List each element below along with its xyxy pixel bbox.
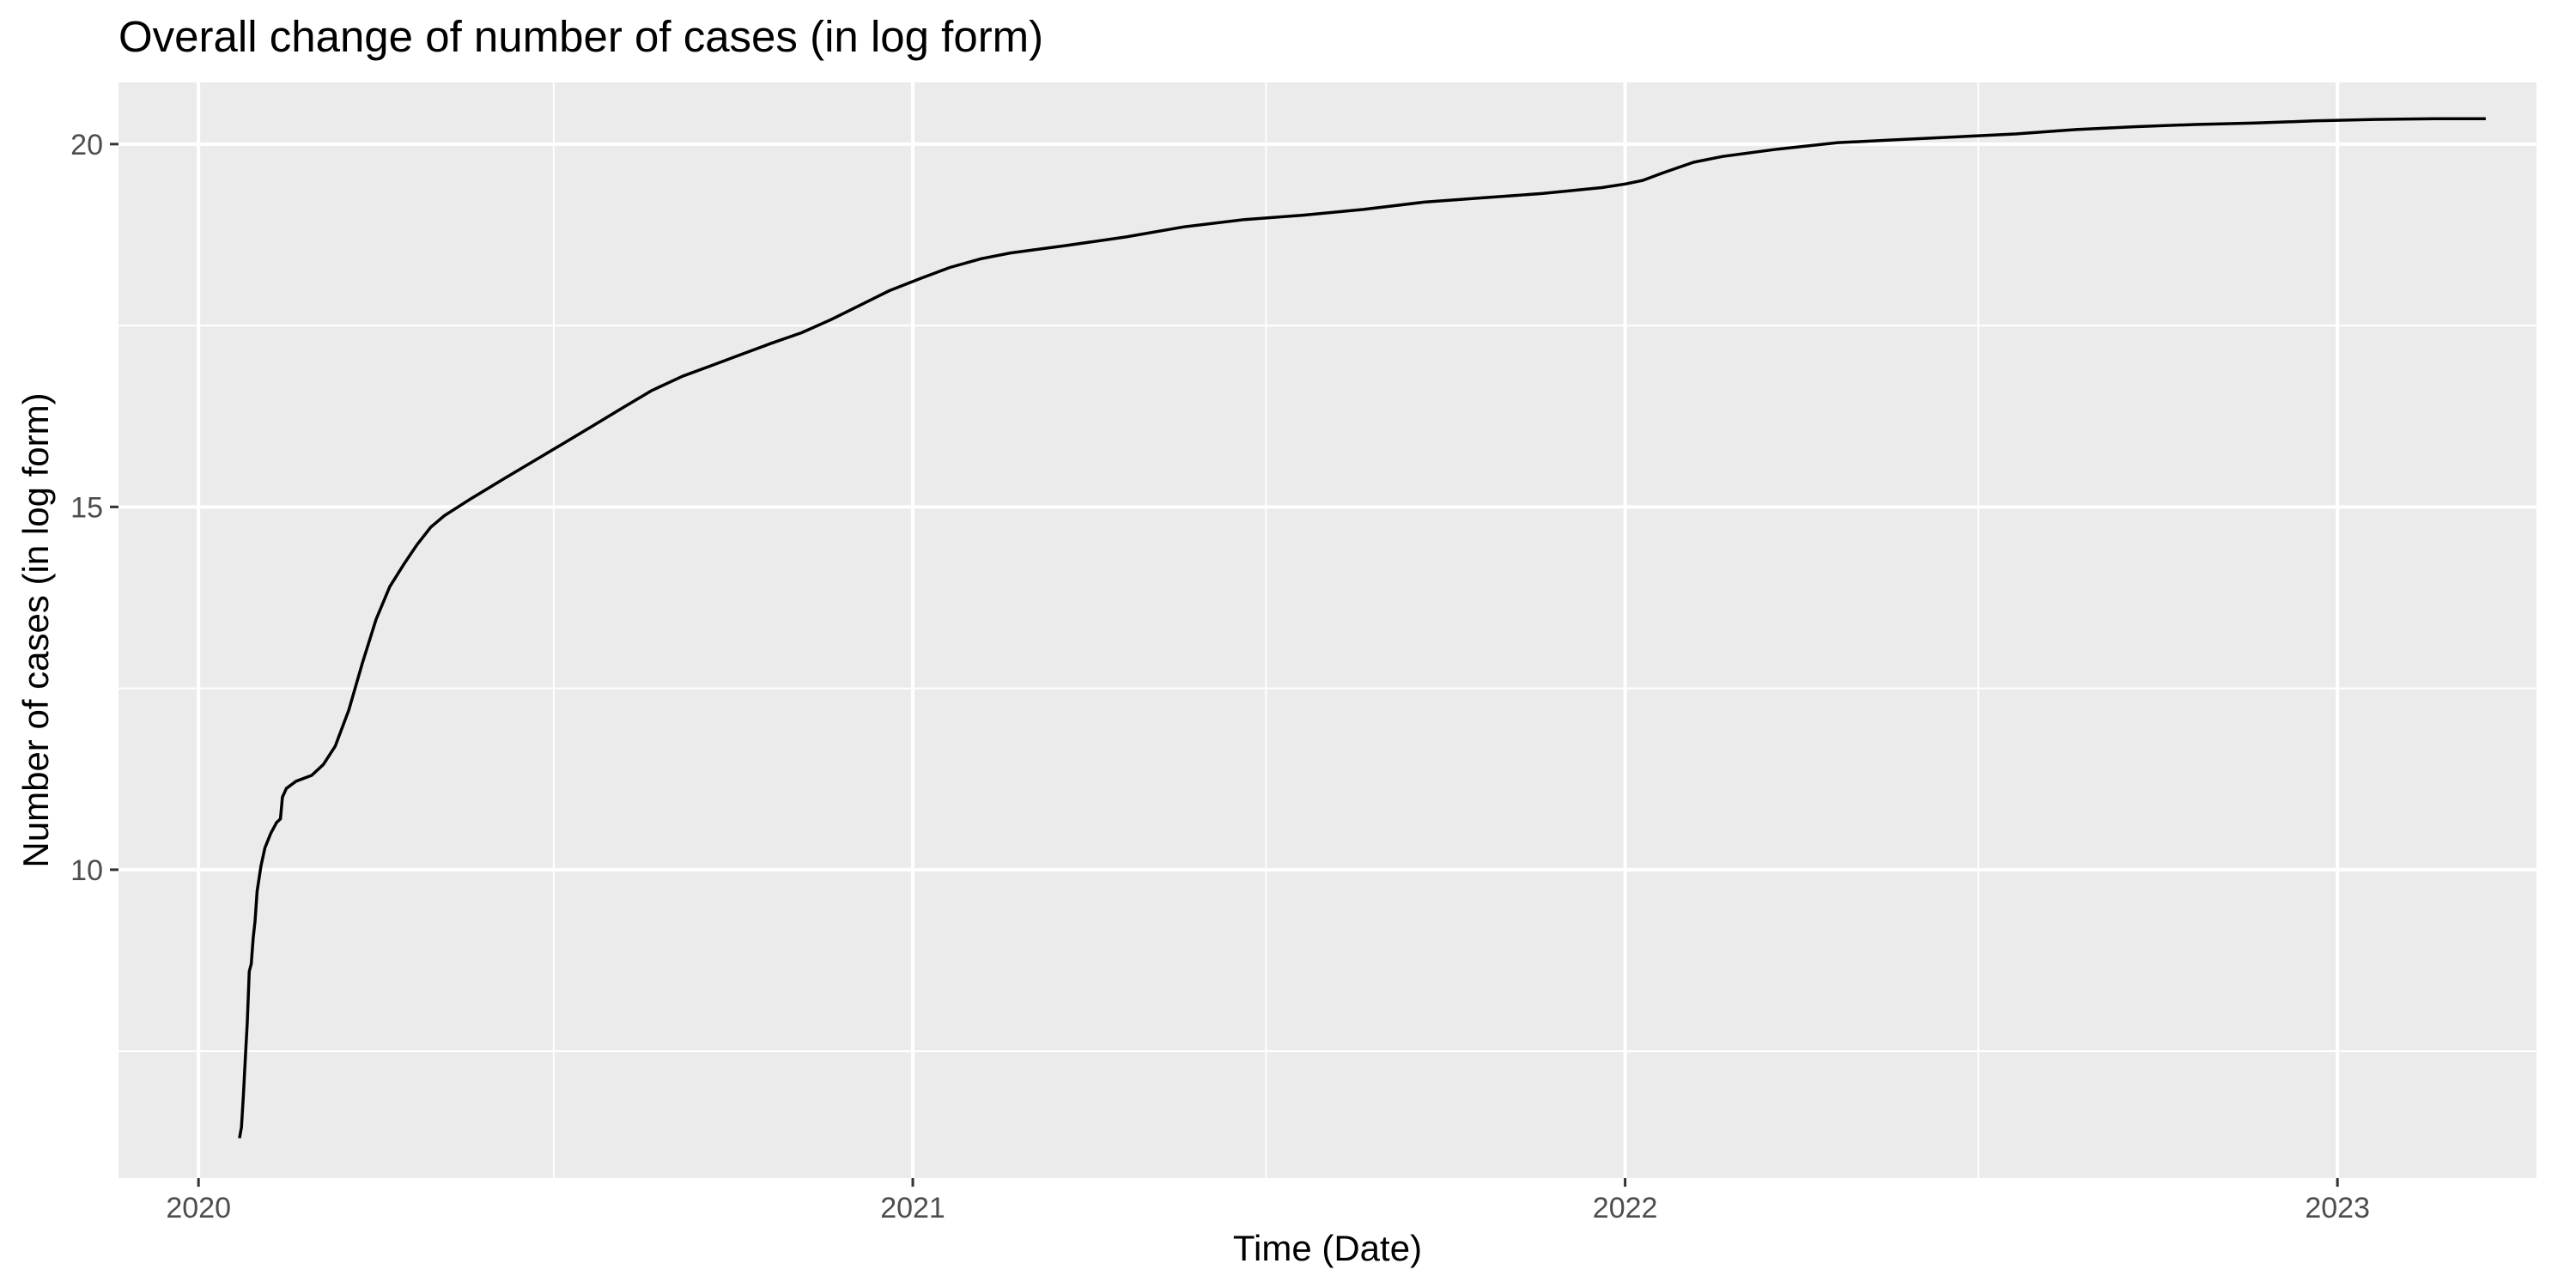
y-tick-label: 10	[70, 854, 103, 887]
y-tick-label: 20	[70, 129, 103, 161]
x-axis-title: Time (Date)	[1233, 1228, 1422, 1268]
major-gridlines	[118, 82, 2537, 1178]
series-layer	[238, 117, 2486, 1139]
plot-panel	[118, 82, 2537, 1178]
chart-title: Overall change of number of cases (in lo…	[118, 12, 1043, 61]
x-tick-label: 2021	[880, 1192, 945, 1224]
minor-gridlines	[118, 82, 2537, 1178]
x-axis: 2020 2021 2022 2023	[166, 1178, 2370, 1224]
y-axis: 10 15 20	[70, 129, 118, 887]
x-tick-label: 2023	[2305, 1192, 2370, 1224]
y-tick-label: 15	[70, 491, 103, 524]
x-tick-label: 2022	[1593, 1192, 1658, 1224]
y-axis-title: Number of cases (in log form)	[15, 392, 56, 867]
series-line	[238, 117, 2486, 1139]
x-tick-label: 2020	[166, 1192, 231, 1224]
